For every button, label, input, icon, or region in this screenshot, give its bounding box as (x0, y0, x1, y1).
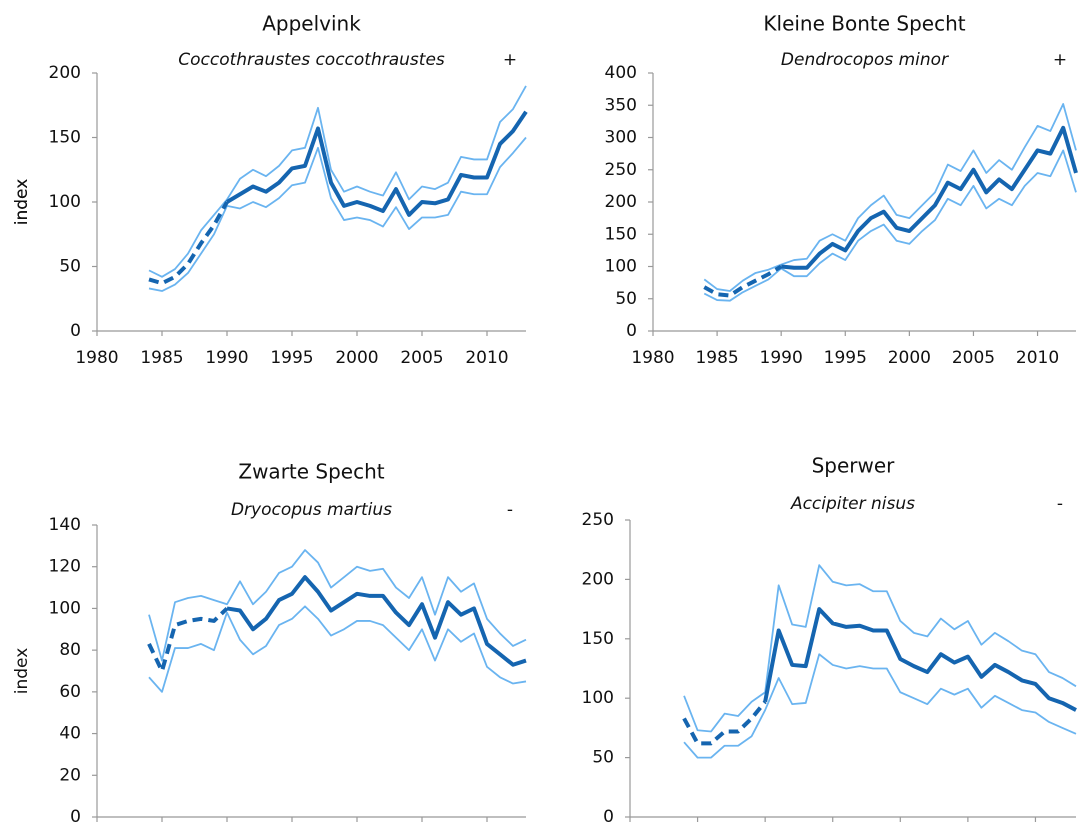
x-tick-label: 2000 (888, 348, 931, 368)
y-tick-label: 250 (605, 160, 637, 180)
y-tick-label: 50 (615, 289, 637, 309)
confidence-line (148, 136, 527, 292)
index-line-dashed (703, 264, 783, 298)
y-tick-label: 200 (582, 569, 614, 589)
trend-marker: - (507, 500, 513, 520)
y-tick-label: 350 (605, 95, 637, 115)
trend-marker: + (1053, 50, 1067, 70)
y-axis-label: index (12, 179, 32, 226)
y-tick-label: 200 (49, 63, 81, 83)
y-tick-label: 100 (49, 598, 81, 618)
chart-subtitle: Accipiter nisus (790, 494, 915, 514)
confidence-line (683, 653, 1077, 759)
x-tick-label: 1990 (760, 348, 803, 368)
y-tick-label: 150 (582, 629, 614, 649)
x-tick-label: 1980 (631, 348, 674, 368)
trend-marker: + (503, 50, 517, 70)
x-tick-label: 2010 (465, 348, 508, 368)
y-axis-label: index (12, 648, 32, 695)
index-line (780, 125, 1078, 270)
x-tick-label: 1990 (205, 348, 248, 368)
y-tick-label: 100 (582, 688, 614, 708)
confidence-line (703, 149, 1077, 302)
x-tick-label: 1995 (270, 348, 313, 368)
x-tick-label: 2005 (400, 348, 443, 368)
y-tick-label: 0 (603, 807, 614, 827)
x-tick-label: 2000 (335, 348, 378, 368)
y-tick-label: 60 (59, 682, 81, 702)
trend-marker: - (1057, 494, 1063, 514)
index-line (225, 110, 528, 217)
x-tick-label: 1985 (695, 348, 738, 368)
y-tick-label: 20 (59, 765, 81, 785)
confidence-line (148, 549, 527, 662)
chart-subtitle: Coccothraustes coccothraustes (178, 50, 445, 70)
y-tick-label: 120 (49, 557, 81, 577)
chart-title: Sperwer (812, 454, 896, 478)
x-tick-label: 2010 (1016, 348, 1059, 368)
x-tick-label: 1995 (824, 348, 867, 368)
chart-subtitle: Dendrocopos minor (781, 50, 949, 70)
index-line-dashed (682, 700, 767, 746)
y-tick-label: 250 (582, 510, 614, 530)
confidence-line (148, 85, 527, 278)
y-tick-label: 400 (605, 63, 637, 83)
y-tick-label: 140 (49, 515, 81, 535)
confidence-line (148, 605, 527, 693)
chart-subtitle: Dryocopus martius (231, 500, 392, 520)
y-tick-label: 50 (592, 748, 614, 768)
y-tick-label: 150 (49, 128, 81, 148)
y-tick-label: 50 (59, 257, 81, 277)
chart-title: Appelvink (262, 12, 361, 36)
confidence-line (683, 564, 1077, 733)
index-line (763, 607, 1077, 712)
y-tick-label: 300 (605, 128, 637, 148)
confidence-line (703, 103, 1077, 292)
y-tick-label: 100 (605, 257, 637, 277)
y-tick-label: 40 (59, 724, 81, 744)
x-tick-label: 1980 (75, 348, 118, 368)
y-tick-label: 0 (626, 321, 637, 341)
chart-title: Zwarte Specht (238, 460, 384, 484)
y-tick-label: 80 (59, 640, 81, 660)
y-tick-label: 100 (49, 192, 81, 212)
y-tick-label: 150 (605, 224, 637, 244)
x-tick-label: 1985 (140, 348, 183, 368)
x-tick-label: 2005 (952, 348, 995, 368)
y-axis-label: index (12, 179, 32, 226)
y-tick-label: 0 (70, 321, 81, 341)
index-line (226, 575, 527, 667)
chart-title: Kleine Bonte Specht (763, 12, 965, 36)
y-tick-label: 200 (605, 192, 637, 212)
y-tick-label: 0 (70, 807, 81, 827)
index-line-dashed (147, 606, 229, 673)
